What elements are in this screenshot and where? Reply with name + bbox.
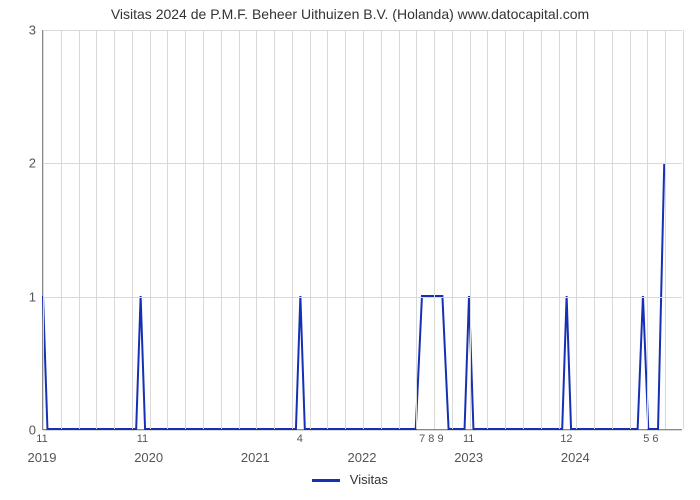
chart-title: Visitas 2024 de P.M.F. Beheer Uithuizen … [0,6,700,22]
y-tick-label: 0 [0,423,36,438]
plot-area [42,30,682,430]
x-value-label: 4 [297,433,303,445]
x-value-label: 11 [36,433,47,445]
x-year-label: 2019 [28,450,57,465]
x-year-label: 2020 [134,450,163,465]
y-tick-label: 1 [0,289,36,304]
x-value-label: 11 [137,433,148,445]
x-value-label: 11 [463,433,474,445]
visits-chart: Visitas 2024 de P.M.F. Beheer Uithuizen … [0,0,700,500]
x-year-label: 2021 [241,450,270,465]
x-value-label: 5 6 [643,433,658,445]
x-year-label: 2024 [561,450,590,465]
x-year-label: 2022 [348,450,377,465]
x-value-label: 7 8 9 [419,433,443,445]
legend-label: Visitas [350,472,388,487]
y-tick-label: 2 [0,156,36,171]
x-value-label: 12 [560,433,572,445]
x-year-label: 2023 [454,450,483,465]
y-tick-label: 3 [0,23,36,38]
legend: Visitas [0,472,700,487]
legend-swatch [312,479,340,482]
